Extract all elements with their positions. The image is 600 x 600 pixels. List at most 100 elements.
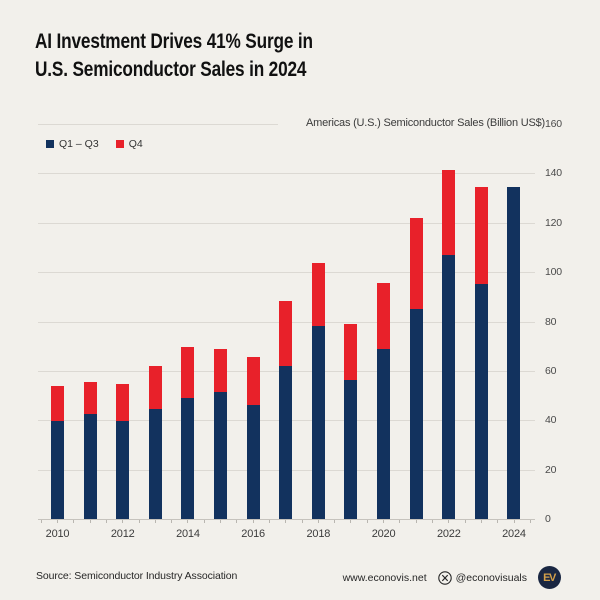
x-axis-line [38,519,535,520]
x-axis-tick [252,520,254,523]
x-axis-tick [122,520,124,523]
title-line-2: U.S. Semiconductor Sales in 2024 [35,58,307,81]
bar-segment-2021 [409,309,423,519]
y-tick-label: 0 [545,513,551,525]
bar-segment-2022 [442,169,456,255]
x-axis-tick [57,520,58,523]
x-axis-tick [350,520,352,523]
x-axis-tick [171,520,173,523]
x-axis-tick [513,520,515,523]
econovis-logo-icon: EV [538,566,561,589]
x-tick-label: 2010 [45,528,70,540]
x-axis-tick [366,520,368,523]
y-axis-labels: 0 20 40 60 80 100 120 140 160 [543,118,588,525]
bar-segment-2014 [181,398,195,519]
website-url: www.econovis.net [342,571,427,584]
x-tick-label: 2020 [371,528,396,540]
bar-segment-2014 [181,347,195,399]
x-tick-label: 2012 [110,528,135,540]
x-axis-tick [497,520,499,523]
x-axis-tick [464,520,466,523]
x-axis-tick [317,520,319,523]
y-tick-label: 20 [545,463,557,476]
title-line-1: AI Investment Drives 41% Surge in [35,30,313,53]
bar-segment-2023 [474,186,488,285]
gridline [38,222,535,224]
gridline [38,272,535,274]
bar-segment-2013 [148,365,162,410]
x-tick-label: 2018 [306,528,331,540]
bar-segment-2016 [246,405,260,519]
x-axis-tick [480,520,482,523]
y-tick-label: 100 [545,266,562,279]
bar-segment-2016 [246,357,260,406]
bar-segment-2021 [409,217,423,310]
page-title: AI Investment Drives 41% Surge in U.S. S… [35,28,313,84]
x-axis-tick [105,520,107,523]
x-tick-label: 2024 [502,528,526,540]
bar-segment-2019 [344,379,358,519]
chart-legend: Q1 – Q3 Q4 [46,138,143,150]
source-note: Source: Semiconductor Industry Associati… [36,570,238,582]
bar-segment-2018 [311,263,325,327]
x-axis-tick [220,520,222,523]
bar-segment-2011 [83,414,97,519]
plot-area [38,124,535,523]
y-tick-label: 160 [545,118,562,130]
y-tick-label: 40 [545,414,557,427]
footer-links: www.econovis.net @econovisuals EV [343,566,561,589]
social-handle-group: @econovisuals [437,570,527,585]
bar-segment-2015 [214,391,228,519]
x-axis-tick [448,520,450,523]
x-axis-tick [40,520,42,523]
bar-segment-2010 [51,421,64,519]
bar-segment-2011 [83,381,97,415]
legend-swatch-q1q3-icon [46,140,54,148]
bar-segment-2018 [311,326,325,519]
x-tick-label: 2022 [436,528,461,540]
y-axis-title: Americas (U.S.) Semiconductor Sales (Bil… [306,117,545,129]
x-tick-label: 2014 [176,528,200,540]
x-axis-tick [236,520,238,523]
x-social-icon [437,570,452,585]
bar-segment-2012 [116,421,130,519]
x-axis-tick [89,520,91,523]
y-tick-label: 120 [545,216,562,229]
bar-segment-2017 [279,365,293,519]
bar-segment-2010 [51,385,64,422]
bar-segment-2024 [507,186,521,519]
gridline [38,124,278,125]
x-axis-tick [203,520,205,523]
x-axis-tick [415,520,417,523]
bar-segment-2020 [377,348,391,519]
bar-segment-2019 [344,323,358,380]
x-axis-tick [529,520,531,523]
legend-item-q1q3: Q1 – Q3 [46,138,99,150]
y-tick-label: 80 [545,315,557,328]
legend-label-q4: Q4 [128,138,143,150]
x-axis-tick [285,520,287,523]
x-axis-tick [73,520,75,523]
x-axis-tick [187,520,189,523]
bar-segment-2012 [116,384,130,422]
y-tick-label: 140 [545,167,562,180]
x-axis-tick [334,520,336,523]
x-axis-tick [383,520,385,523]
legend-swatch-q4-icon [115,140,124,148]
x-tick-label: 2016 [241,528,265,540]
x-axis-labels: 2010 2012 2014 2016 2018 2020 2022 2024 [38,528,535,544]
bar-segment-2017 [279,300,293,366]
y-tick-label: 60 [545,364,557,377]
x-axis-tick [268,520,270,523]
social-handle: @econovisuals [455,571,527,584]
bar-segment-2023 [474,284,488,519]
bar-segment-2022 [442,254,456,519]
bar-segment-2015 [214,348,228,392]
x-axis-tick [431,520,433,523]
legend-label-q1q3: Q1 – Q3 [59,138,99,150]
bar-segment-2020 [377,283,391,349]
x-axis-tick [301,520,303,523]
x-axis-tick [154,520,156,523]
x-axis-tick [138,520,140,523]
